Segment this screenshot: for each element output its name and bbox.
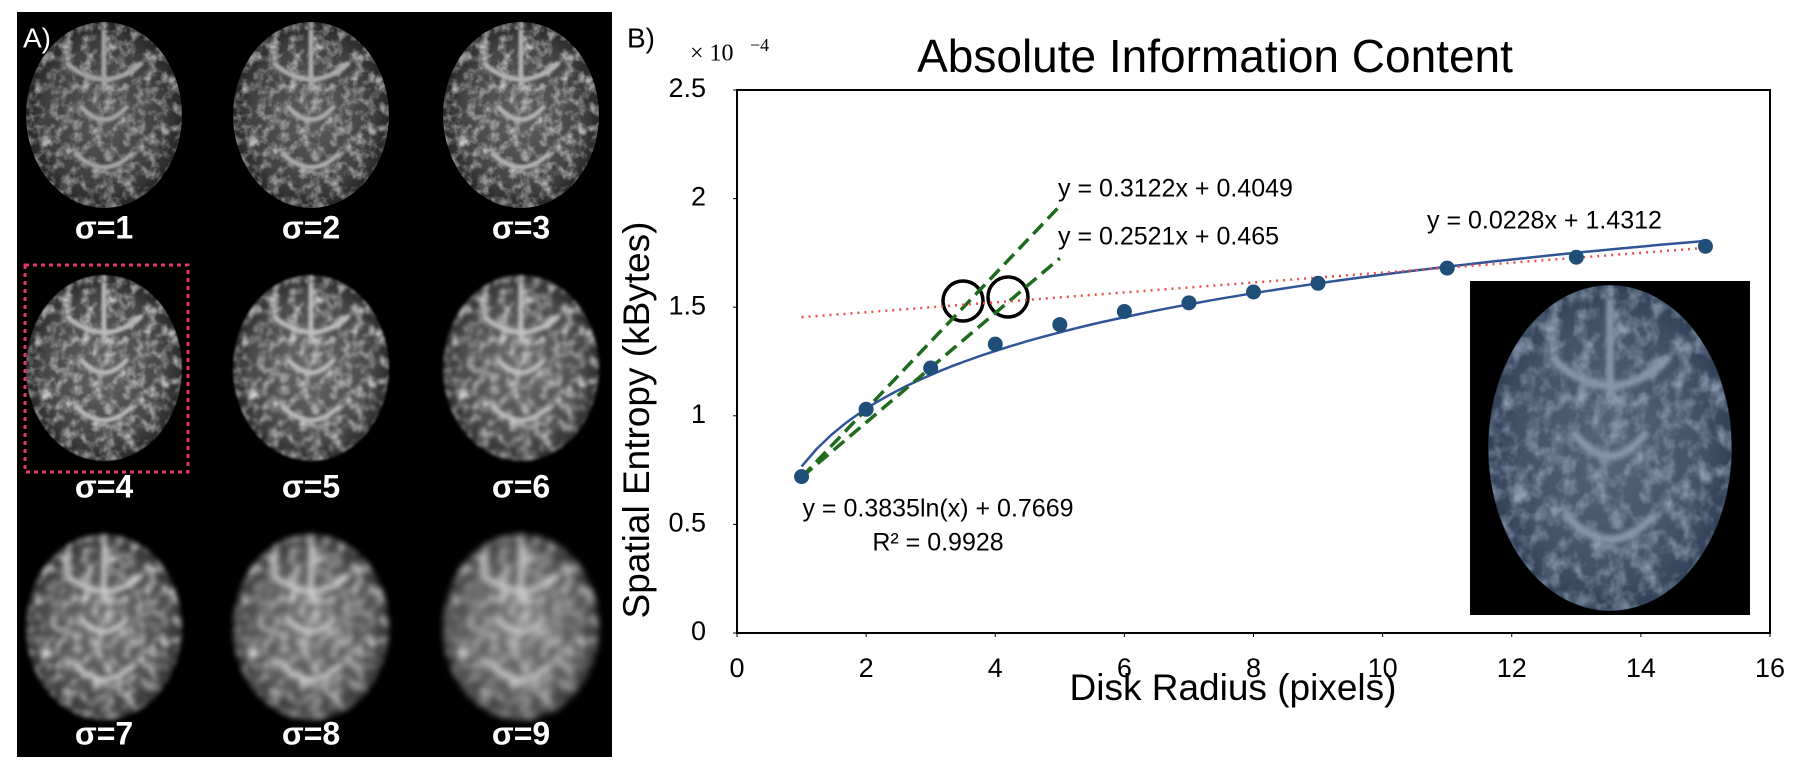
annotation-circle — [941, 279, 985, 323]
y-tick-label: 1.5 — [668, 290, 706, 320]
data-point — [987, 336, 1003, 352]
inset-overlay — [1488, 285, 1732, 611]
data-point — [1439, 260, 1455, 276]
data-point — [794, 469, 810, 485]
x-tick-label: 10 — [1368, 653, 1398, 683]
y-tick-label: 1 — [691, 399, 706, 429]
y-tick-label: 2.5 — [668, 73, 706, 103]
trendline-label: y = 0.0228x + 1.4312 — [1427, 207, 1662, 235]
x-tick-label: 0 — [729, 653, 744, 683]
sigma-label: σ=7 — [75, 715, 133, 751]
trendline — [800, 204, 1062, 479]
data-point — [1568, 249, 1584, 265]
sigma-label: σ=2 — [282, 209, 340, 245]
brain-grid — [26, 22, 599, 720]
x-tick-label: 12 — [1497, 653, 1527, 683]
sigma-label: σ=8 — [282, 715, 340, 751]
data-point — [1246, 284, 1261, 300]
panel-label: B) — [627, 22, 655, 53]
x-tick-label: 16 — [1755, 653, 1785, 683]
trendline-label: y = 0.2521x + 0.465 — [1058, 223, 1279, 251]
y-multiplier-exp: −4 — [750, 35, 769, 55]
brain-image — [233, 22, 389, 208]
brain-image — [443, 275, 599, 461]
x-tick-label: 14 — [1626, 653, 1656, 683]
y-multiplier: × 10 — [690, 41, 734, 67]
inset-image — [1470, 281, 1750, 615]
panel-label: A) — [23, 22, 51, 53]
data-point — [923, 360, 939, 376]
sigma-label: σ=5 — [282, 468, 340, 504]
brain-image — [26, 275, 182, 461]
sigma-label: σ=4 — [75, 468, 134, 504]
brain-image — [233, 534, 389, 720]
x-tick-label: 8 — [1246, 653, 1261, 683]
annotation-circle — [986, 275, 1030, 319]
trendline-label: y = 0.3122x + 0.4049 — [1058, 175, 1293, 203]
x-axis-label: Disk Radius (pixels) — [1070, 667, 1397, 708]
sigma-label: σ=3 — [492, 209, 550, 245]
x-tick-label: 6 — [1117, 653, 1132, 683]
y-tick-label: 2 — [691, 182, 706, 212]
data-point — [1181, 295, 1197, 311]
data-point — [1052, 317, 1068, 333]
sigma-label: σ=6 — [492, 468, 550, 504]
y-tick-label: 0.5 — [668, 508, 706, 538]
y-axis-label: Spatial Entropy (kBytes) — [616, 222, 657, 619]
data-point — [1697, 238, 1713, 254]
data-point — [1310, 275, 1326, 291]
brain-image — [443, 534, 599, 720]
r2-label: R² = 0.9928 — [872, 529, 1003, 557]
data-point — [858, 401, 874, 417]
x-tick-label: 2 — [859, 653, 874, 683]
data-point — [1116, 304, 1132, 320]
brain-image — [443, 22, 599, 208]
brain-image — [233, 275, 389, 461]
sigma-label: σ=9 — [492, 715, 550, 751]
chart-title: Absolute Information Content — [917, 30, 1513, 82]
sigma-label: σ=1 — [75, 209, 133, 245]
trendline-label: y = 0.3835ln(x) + 0.7669 — [802, 495, 1073, 523]
y-tick-label: 0 — [691, 616, 706, 646]
x-tick-label: 4 — [988, 653, 1003, 683]
highlight-box — [23, 263, 190, 474]
brain-image — [26, 534, 182, 720]
